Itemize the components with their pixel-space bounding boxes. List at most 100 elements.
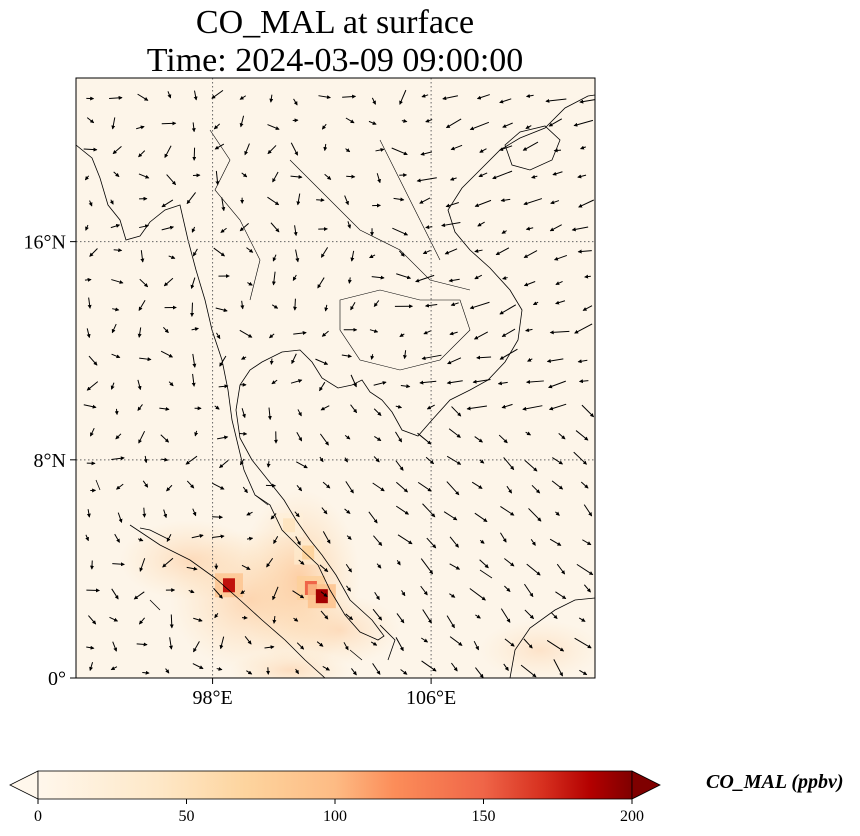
wind-arrow [548, 380, 566, 389]
lon-tick-label: 106°E [406, 687, 456, 709]
wind-arrow [479, 559, 489, 569]
wind-arrow [525, 328, 533, 333]
wind-arrow [215, 307, 228, 313]
wind-arrow [446, 380, 463, 385]
wind-arrow [580, 481, 589, 489]
wind-arrow [273, 535, 279, 545]
wind-arrow [399, 89, 407, 105]
wind-arrow [344, 457, 348, 463]
wind-arrow [272, 616, 277, 624]
wind-arrow [139, 558, 146, 572]
wind-arrow [526, 379, 544, 384]
wind-arrow [112, 562, 125, 567]
wind-arrow [133, 591, 145, 600]
wind-arrow [219, 459, 229, 469]
wind-arrow [395, 460, 404, 471]
wind-arrow [420, 585, 428, 596]
wind-arrow [296, 193, 301, 206]
wind-arrow [322, 531, 331, 544]
wind-arrow [320, 610, 329, 620]
wind-arrow [502, 122, 513, 128]
wind-arrow [495, 247, 510, 256]
wind-arrow [190, 277, 196, 290]
wind-arrow [345, 563, 352, 573]
wind-arrow [396, 481, 409, 493]
wind-arrow [316, 641, 324, 647]
wind-arrow [142, 670, 150, 675]
colorbar-tick-label: 150 [472, 808, 496, 825]
wind-arrow [89, 248, 98, 257]
wind-arrow [445, 202, 459, 208]
wind-arrow [139, 278, 149, 288]
wind-arrow [372, 608, 383, 621]
wind-arrow [111, 456, 125, 461]
wind-arrow [449, 636, 463, 646]
wind-arrow [269, 358, 274, 365]
wind-arrow [350, 250, 355, 262]
wind-arrow [83, 404, 97, 409]
wind-arrow [297, 409, 302, 417]
wind-arrow [350, 374, 357, 388]
wind-arrow [449, 593, 456, 598]
wind-arrow [526, 563, 541, 576]
wind-arrow [244, 636, 252, 645]
wind-arrow [142, 480, 149, 488]
wind-arrow [479, 459, 485, 464]
wind-arrow [109, 95, 123, 100]
gridlines [76, 78, 595, 678]
wind-arrow [415, 274, 435, 283]
lat-tick-label: 16°N [24, 232, 66, 254]
wind-arrow [446, 481, 460, 496]
colorbar: 0 50 100 150 200 CO_MAL (ppbv) [9, 770, 844, 825]
wind-arrow [240, 300, 245, 310]
wind-arrow [577, 174, 587, 179]
wind-arrow [169, 614, 174, 629]
wind-arrow [84, 175, 90, 181]
wind-arrow [500, 608, 511, 623]
wind-arrow [425, 118, 433, 123]
wind-arrow [442, 95, 459, 101]
wind-arrow [372, 663, 381, 675]
wind-arrow [420, 558, 433, 575]
wind-arrow [347, 277, 352, 284]
wind-arrow [161, 457, 169, 462]
wind-arrow [214, 405, 220, 410]
wind-arrow [111, 323, 117, 334]
wind-arrow [322, 666, 331, 671]
wind-vectors [83, 89, 595, 678]
wind-arrow [530, 539, 536, 546]
wind-arrow [499, 145, 513, 151]
wind-arrow [219, 355, 227, 367]
wind-arrow [446, 615, 455, 629]
wind-arrow [244, 143, 250, 156]
map-title-line2: Time: 2024-03-09 09:00:00 [147, 42, 524, 79]
wind-arrow [114, 533, 120, 543]
wind-arrow [86, 117, 95, 124]
wind-arrow [397, 534, 413, 545]
wind-arrow [395, 431, 403, 443]
wind-arrow [475, 667, 484, 678]
wind-arrow [395, 505, 409, 515]
wind-arrow [345, 117, 355, 124]
wind-arrow [492, 170, 513, 180]
wind-arrow [423, 330, 431, 335]
wind-arrow [320, 405, 330, 411]
wind-arrow [479, 539, 485, 544]
wind-arrow [142, 507, 147, 518]
co-plume-layer [120, 490, 595, 678]
wind-arrow [138, 173, 150, 179]
wind-arrow [272, 254, 277, 262]
wind-arrow [343, 642, 349, 651]
colorbar-tick-label: 50 [179, 808, 195, 825]
wind-arrow [160, 434, 170, 443]
wind-arrow [240, 590, 246, 595]
wind-arrow [272, 171, 279, 183]
wind-arrow [214, 143, 225, 150]
wind-arrow [580, 145, 587, 150]
wind-arrow [342, 94, 357, 99]
wind-arrow [159, 406, 170, 411]
wind-arrow [138, 299, 146, 311]
wind-arrow [474, 274, 483, 280]
wind-arrow [347, 221, 352, 229]
wind-arrow [86, 509, 91, 518]
